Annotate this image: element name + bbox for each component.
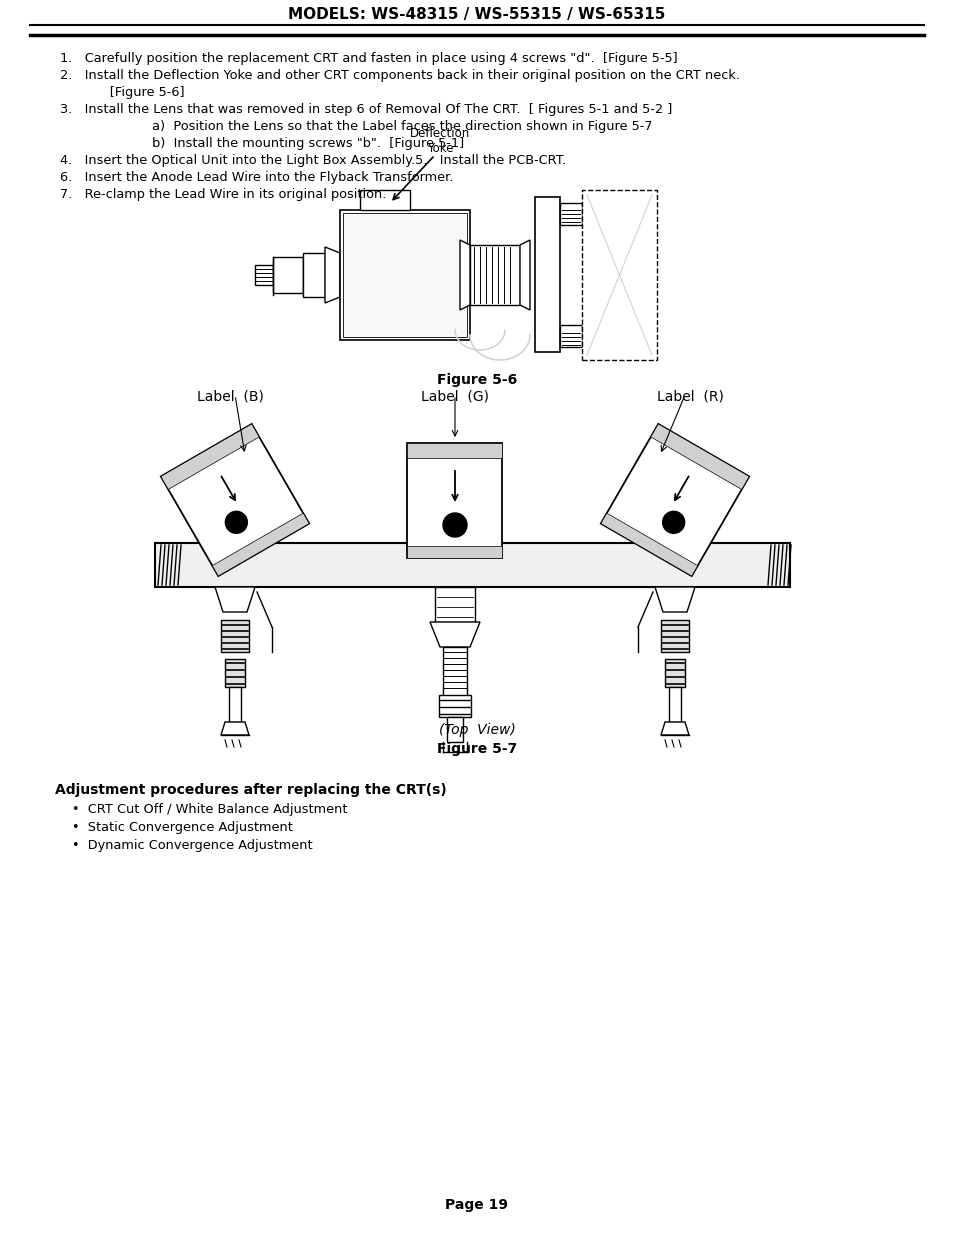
Polygon shape [213, 514, 309, 576]
Text: 4.   Insert the Optical Unit into the Light Box Assembly.5.   Install the PCB-CR: 4. Insert the Optical Unit into the Ligh… [60, 154, 566, 167]
Text: 1.   Carefully position the replacement CRT and fasten in place using 4 screws ": 1. Carefully position the replacement CR… [60, 52, 677, 65]
Polygon shape [325, 247, 339, 303]
Bar [407, 546, 502, 557]
Polygon shape [459, 240, 470, 310]
Text: •  CRT Cut Off / White Balance Adjustment: • CRT Cut Off / White Balance Adjustment [71, 803, 347, 816]
Text: •  Static Convergence Adjustment: • Static Convergence Adjustment [71, 821, 293, 834]
Bar [470, 245, 519, 305]
Polygon shape [600, 514, 697, 576]
Polygon shape [655, 587, 695, 613]
Text: Label  (B): Label (B) [196, 390, 263, 404]
Text: [Figure 5-6]: [Figure 5-6] [85, 86, 185, 99]
Text: 6.   Insert the Anode Lead Wire into the Flyback Transformer.: 6. Insert the Anode Lead Wire into the F… [60, 170, 453, 184]
Text: MODELS: WS-48315 / WS-55315 / WS-65315: MODELS: WS-48315 / WS-55315 / WS-65315 [288, 7, 665, 22]
Polygon shape [161, 424, 259, 489]
Bar [447, 718, 462, 742]
Text: Label  (R): Label (R) [656, 390, 722, 404]
Bar [442, 647, 467, 697]
Bar [407, 442, 502, 557]
Bar [154, 543, 789, 587]
Text: b)  Install the mounting screws "b".  [Figure 5-1]: b) Install the mounting screws "b". [Fig… [115, 137, 464, 149]
Bar [668, 687, 680, 722]
Polygon shape [161, 424, 309, 576]
Circle shape [662, 511, 684, 534]
Text: a)  Position the Lens so that the Label faces the direction shown in Figure 5-7: a) Position the Lens so that the Label f… [115, 120, 652, 133]
Bar [229, 687, 241, 722]
Polygon shape [660, 722, 688, 735]
Text: Label  (G): Label (G) [420, 390, 489, 404]
Bar [339, 210, 470, 340]
Text: •  Dynamic Convergence Adjustment: • Dynamic Convergence Adjustment [71, 839, 313, 852]
Polygon shape [600, 424, 748, 576]
Bar [435, 587, 475, 622]
Bar [221, 620, 249, 652]
Text: Deflection
Yoke: Deflection Yoke [410, 127, 470, 156]
Polygon shape [650, 424, 748, 489]
Circle shape [442, 513, 467, 537]
Text: (Top  View): (Top View) [438, 722, 515, 737]
Text: Adjustment procedures after replacing the CRT(s): Adjustment procedures after replacing th… [55, 783, 446, 797]
Bar [273, 257, 303, 293]
Bar [535, 198, 559, 352]
Bar [343, 212, 467, 337]
Text: 2.   Install the Deflection Yoke and other CRT components back in their original: 2. Install the Deflection Yoke and other… [60, 69, 740, 82]
Bar [664, 659, 684, 687]
Polygon shape [221, 722, 249, 735]
Polygon shape [519, 240, 530, 310]
Text: 7.   Re-clamp the Lead Wire in its original position.: 7. Re-clamp the Lead Wire in its origina… [60, 188, 386, 201]
Circle shape [225, 511, 247, 534]
Bar [559, 203, 581, 225]
Bar [225, 659, 245, 687]
Polygon shape [430, 622, 479, 647]
Bar [660, 620, 688, 652]
Bar [407, 442, 502, 457]
Text: Figure 5-6: Figure 5-6 [436, 373, 517, 387]
Bar [559, 325, 581, 347]
Bar [581, 190, 657, 359]
Text: Figure 5-7: Figure 5-7 [436, 742, 517, 756]
Text: 3.   Install the Lens that was removed in step 6 of Removal Of The CRT.  [ Figur: 3. Install the Lens that was removed in … [60, 103, 672, 116]
Bar [438, 695, 471, 718]
Polygon shape [214, 587, 254, 613]
Bar [254, 266, 273, 285]
Bar [359, 190, 410, 210]
Text: Page 19: Page 19 [445, 1198, 508, 1212]
Bar [303, 253, 325, 296]
